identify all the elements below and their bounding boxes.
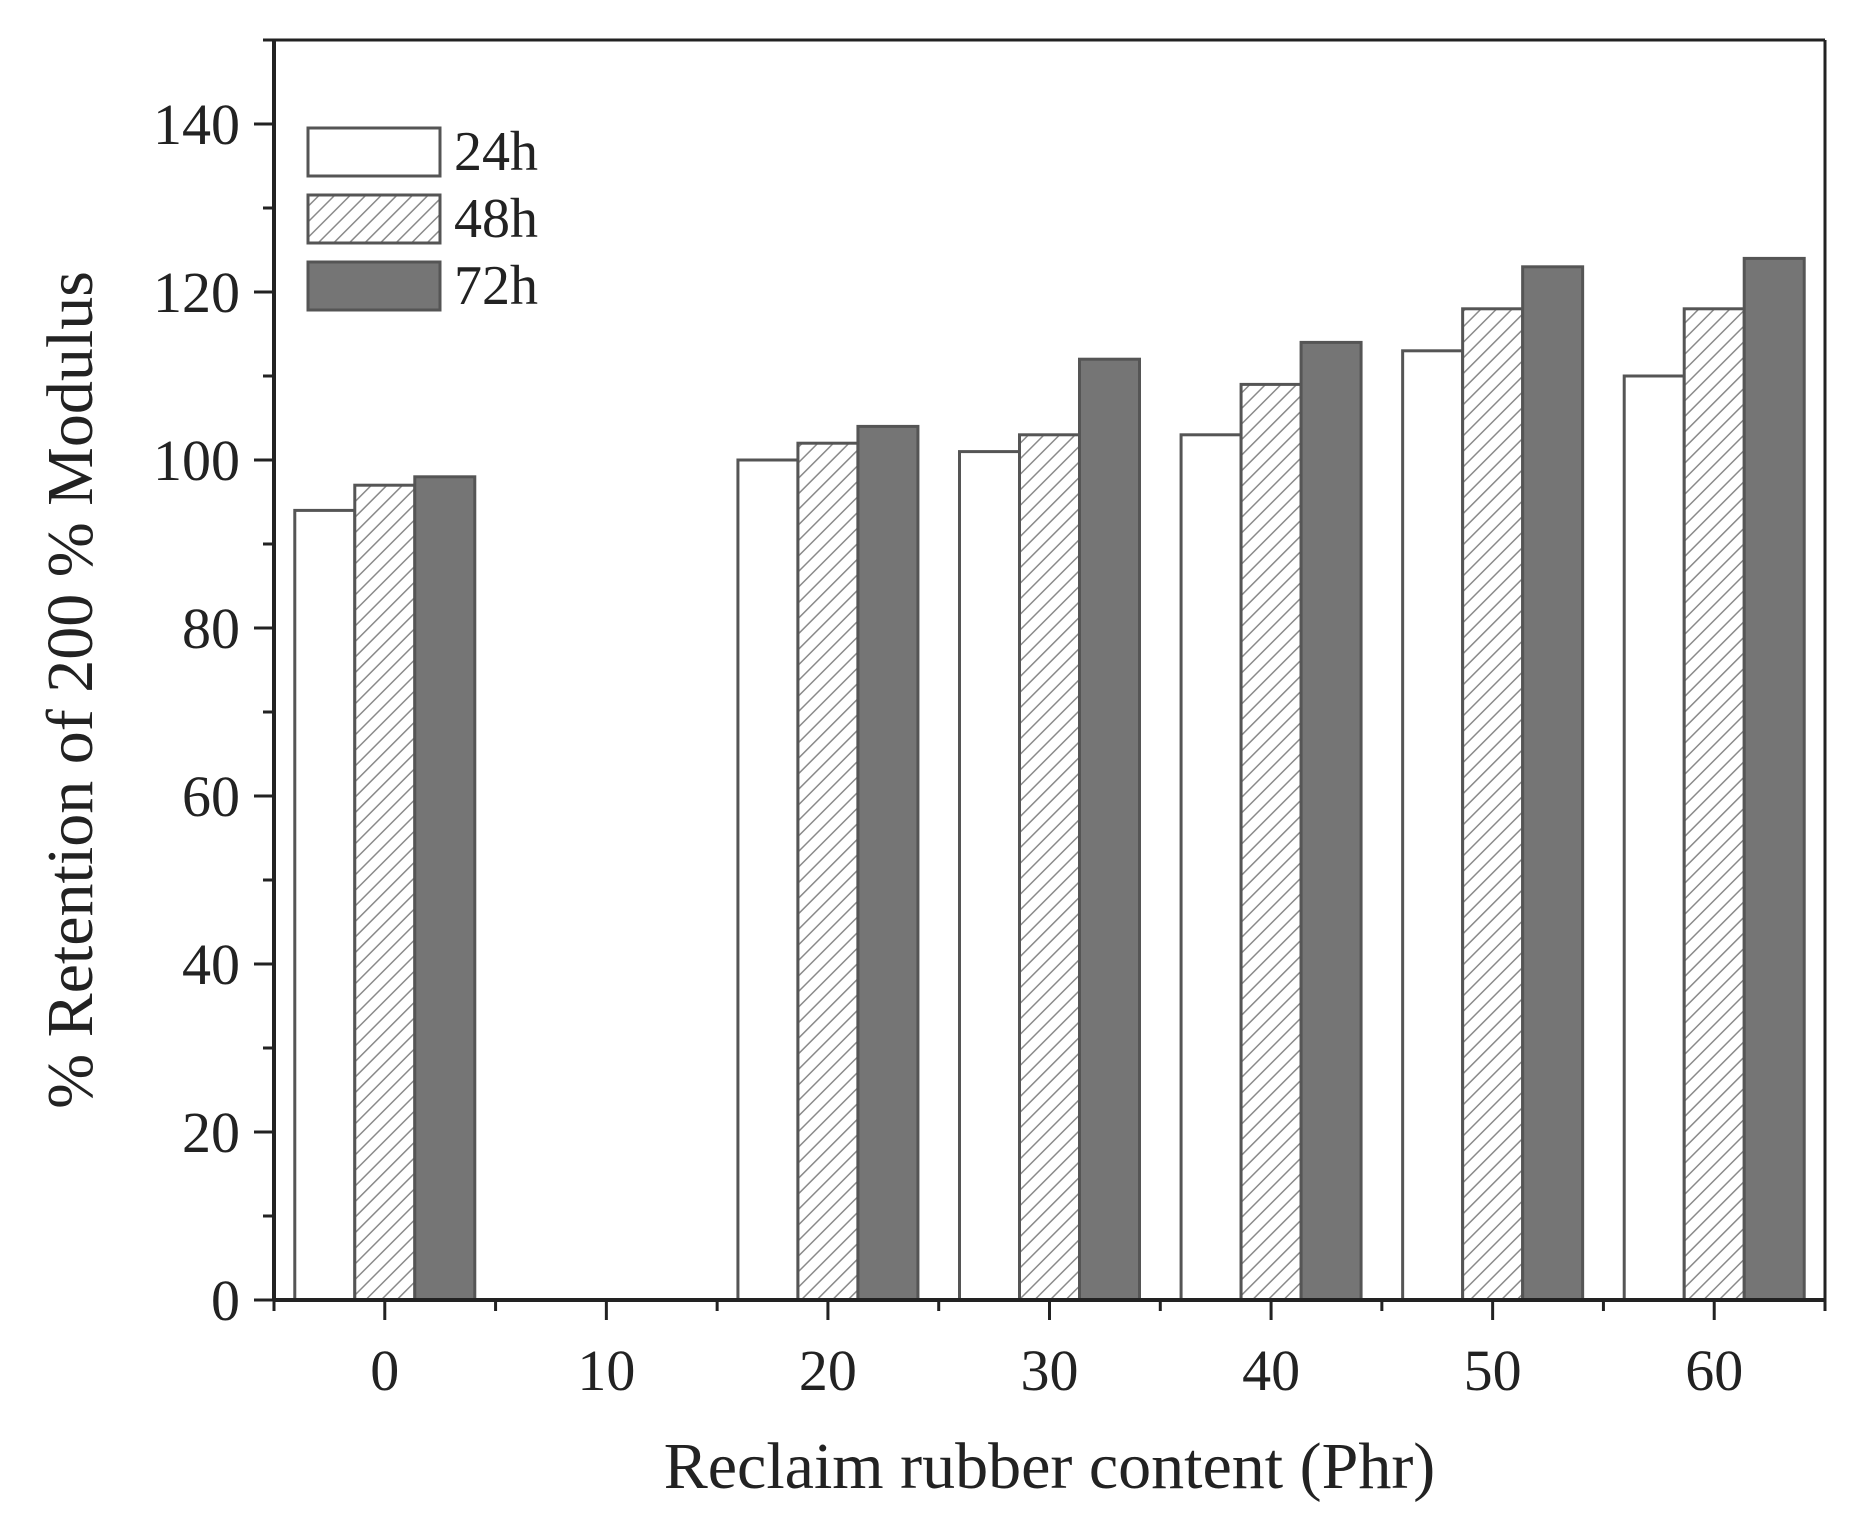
bar-24h-40 — [1179, 433, 1243, 1302]
bar-72h-40 — [1299, 340, 1363, 1302]
bar-48h-30 — [1018, 433, 1081, 1302]
bar-72h-0 — [413, 475, 477, 1302]
bar-48h-20 — [796, 441, 860, 1302]
y-tick-label: 60 — [182, 764, 240, 829]
x-axis-title: Reclaim rubber content (Phr) — [664, 1430, 1436, 1503]
axes: 0 20 40 60 80 100 120 140 0 10 20 30 40 50 60 — [153, 38, 1827, 1403]
bar-72h-60 — [1742, 256, 1806, 1302]
bar-48h-0 — [353, 483, 417, 1302]
y-tick-label: 140 — [153, 92, 240, 157]
x-tick-label: 40 — [1242, 1338, 1300, 1403]
bar-24h-30 — [958, 450, 1021, 1302]
legend-swatch-48h — [306, 193, 442, 245]
y-axis-title: % Retention of 200 % Modulus — [34, 271, 107, 1109]
bar-72h-20 — [856, 424, 920, 1302]
legend-swatch-72h — [306, 260, 442, 312]
y-tick-label: 120 — [153, 260, 240, 325]
bar-48h-60 — [1682, 307, 1746, 1302]
legend-label-24h: 24h — [454, 121, 538, 183]
bar-48h-50 — [1461, 307, 1525, 1302]
x-tick-label: 50 — [1464, 1338, 1522, 1403]
bar-48h-40 — [1239, 382, 1303, 1302]
bar-72h-30 — [1078, 357, 1141, 1302]
x-tick-label: 60 — [1685, 1338, 1743, 1403]
y-tick-label: 40 — [182, 932, 240, 997]
x-tick-label: 10 — [577, 1338, 635, 1403]
y-tick-label: 100 — [153, 428, 240, 493]
bars — [293, 256, 1806, 1302]
legend-swatch-24h — [306, 126, 442, 178]
bar-24h-0 — [293, 508, 357, 1302]
x-tick-label: 20 — [799, 1338, 857, 1403]
legend-label-72h: 72h — [454, 255, 538, 317]
y-tick-label: 0 — [211, 1268, 240, 1333]
x-tick-label: 30 — [1021, 1338, 1079, 1403]
y-tick-label: 80 — [182, 596, 240, 661]
bar-24h-50 — [1401, 349, 1465, 1302]
y-tick-label: 20 — [182, 1100, 240, 1165]
x-tick-label: 0 — [370, 1338, 399, 1403]
bar-24h-60 — [1622, 374, 1686, 1302]
bar-24h-20 — [736, 458, 800, 1302]
bar-72h-50 — [1521, 265, 1585, 1302]
legend-label-48h: 48h — [454, 188, 538, 250]
